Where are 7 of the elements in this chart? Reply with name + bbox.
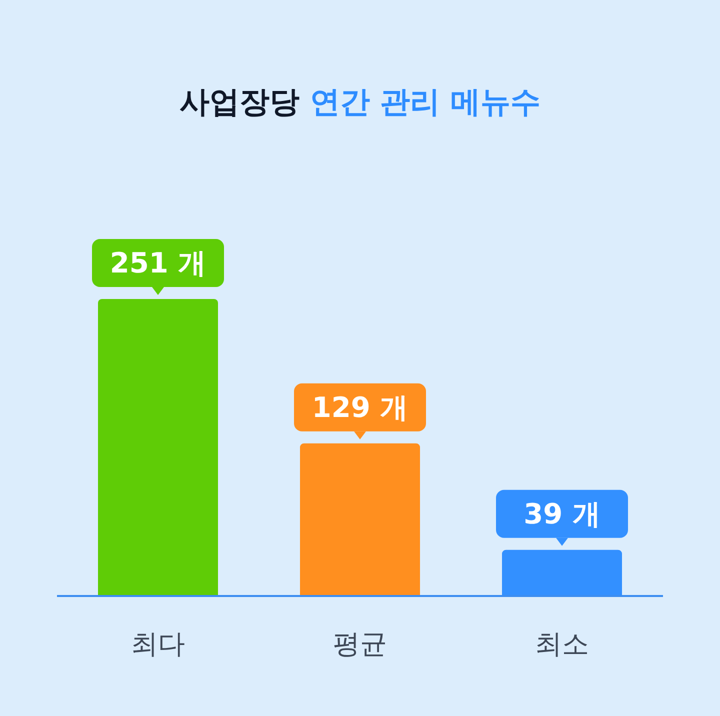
chart-title: 사업장당 연간 관리 메뉴수 bbox=[178, 84, 542, 122]
data-label: 39 개 bbox=[524, 497, 600, 530]
x-tick-label: 최다 bbox=[131, 629, 185, 660]
data-label: 129 개 bbox=[312, 390, 408, 424]
x-tick-label: 평균 bbox=[333, 629, 387, 660]
x-tick-label: 최소 bbox=[535, 629, 589, 660]
data-label: 251 개 bbox=[110, 246, 206, 280]
